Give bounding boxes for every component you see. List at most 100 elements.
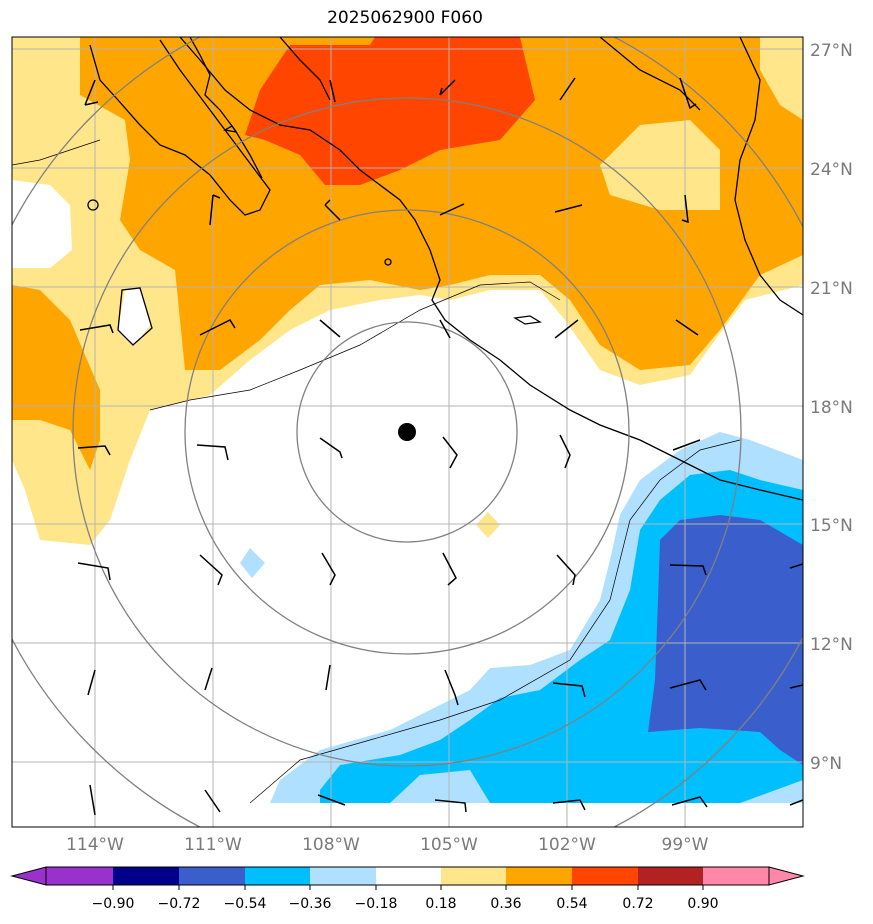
- lat-label: 21°N: [810, 279, 853, 299]
- colorbar-segment: [572, 867, 638, 885]
- coastlines: [87, 37, 803, 501]
- baja-california-coast: [89, 39, 271, 216]
- wind-barbs: [77, 77, 803, 816]
- light-yellow-patch-east: [600, 120, 720, 210]
- wind-barb: [442, 436, 458, 469]
- wind-barb: [672, 439, 701, 451]
- wind-barb: [442, 552, 457, 586]
- island-5: [117, 287, 153, 346]
- colorbar: −0.90 −0.72 −0.54 −0.36 −0.18 0.18 0.36 …: [10, 866, 805, 912]
- zero-contour-south: [249, 439, 741, 804]
- colorbar-segment: [376, 867, 441, 885]
- blank-island-nw: [12, 180, 72, 268]
- wind-barb: [554, 319, 579, 339]
- island-3: [384, 258, 392, 266]
- range-rings: [12, 37, 803, 827]
- lon-label: 114°W: [66, 835, 124, 855]
- wind-barb: [321, 552, 336, 586]
- wind-barb: [681, 194, 689, 224]
- colorbar-segment: [46, 867, 113, 885]
- baja-east-coast: [189, 37, 263, 179]
- wind-barb: [669, 564, 707, 576]
- island-2: [513, 315, 542, 325]
- wind-barb: [552, 682, 586, 698]
- wind-barb: [552, 799, 586, 811]
- wind-barb: [196, 444, 229, 461]
- colorbar-label: 0.72: [622, 896, 653, 912]
- wind-barb: [89, 784, 96, 816]
- colorbar-segment: [245, 867, 310, 885]
- wind-barb: [204, 667, 213, 691]
- yellow-spot: [476, 512, 500, 538]
- colorbar-label: −0.72: [158, 896, 201, 912]
- lat-label: 12°N: [810, 635, 853, 655]
- colorbar-label: 0.36: [490, 896, 521, 912]
- wind-barb: [79, 324, 114, 334]
- wind-barb: [439, 319, 451, 339]
- lat-label: 9°N: [810, 754, 842, 774]
- blank-island-w: [118, 288, 150, 345]
- colorbar-segment: [441, 867, 506, 885]
- map-title: 2025062900 F060: [327, 8, 483, 28]
- wind-barb: [317, 794, 346, 806]
- wind-barb: [556, 554, 576, 586]
- wind-barb: [444, 669, 459, 706]
- colorbar-segment: [310, 867, 376, 885]
- graticule: [12, 37, 803, 827]
- orange-left-region: [12, 285, 100, 470]
- lon-label: 105°W: [420, 835, 478, 855]
- royal-blue-region: [648, 515, 803, 765]
- orange-red-region: [245, 37, 535, 185]
- colorbar-label: −0.18: [355, 896, 398, 912]
- colorbar-segment: [638, 867, 703, 885]
- wind-barb: [324, 199, 341, 221]
- wind-barb: [434, 799, 467, 813]
- island-1: [87, 199, 99, 211]
- colorbar-segment: [703, 867, 769, 885]
- lat-label: 27°N: [810, 41, 853, 61]
- wind-barb: [325, 664, 331, 691]
- colorbar-label: −0.90: [92, 896, 135, 912]
- wind-barb: [679, 77, 697, 110]
- colorbar-label: 0.18: [425, 896, 456, 912]
- wind-barb: [439, 203, 465, 216]
- wind-barb: [439, 79, 456, 96]
- zero-contour-north: [12, 139, 101, 166]
- wind-barb: [559, 434, 571, 469]
- wind-barb: [199, 554, 223, 586]
- wind-barb: [329, 79, 336, 103]
- colorbar-extend-high: [768, 866, 805, 886]
- wind-barb: [789, 563, 803, 569]
- colorbar-segment: [179, 867, 245, 885]
- lon-label: 108°W: [302, 835, 360, 855]
- zero-contour-west: [149, 281, 561, 411]
- wind-barb: [209, 194, 221, 226]
- storm-center-dot: [398, 423, 416, 441]
- negative-shading: [240, 432, 803, 803]
- colorbar-extend-low: [10, 866, 47, 886]
- lon-label: 99°W: [662, 835, 709, 855]
- wind-barb: [77, 562, 111, 581]
- light-yellow-patch-ne: [760, 37, 803, 120]
- wind-barb: [789, 799, 803, 806]
- gulf-coast: [734, 37, 803, 316]
- lon-label: 102°W: [538, 835, 596, 855]
- wind-barb: [77, 445, 111, 456]
- latitude-labels: 27°N 24°N 21°N 18°N 15°N 12°N 9°N: [810, 41, 853, 774]
- wind-barb: [84, 79, 99, 106]
- lon-label: 111°W: [184, 835, 242, 855]
- wind-barb: [319, 437, 343, 459]
- lat-label: 15°N: [810, 516, 853, 536]
- wind-barb: [789, 684, 803, 689]
- interior-border-2: [599, 37, 701, 111]
- colorbar-segment: [113, 867, 179, 885]
- wind-barb: [204, 789, 221, 813]
- mainland-west-coast: [179, 37, 803, 501]
- wind-barb: [671, 796, 708, 808]
- colorbar-label: −0.36: [289, 896, 332, 912]
- island-4: [223, 125, 238, 133]
- colorbar-segment: [506, 867, 572, 885]
- map-border: [11, 36, 804, 828]
- longitude-labels: 114°W 111°W 108°W 105°W 102°W 99°W: [66, 835, 709, 855]
